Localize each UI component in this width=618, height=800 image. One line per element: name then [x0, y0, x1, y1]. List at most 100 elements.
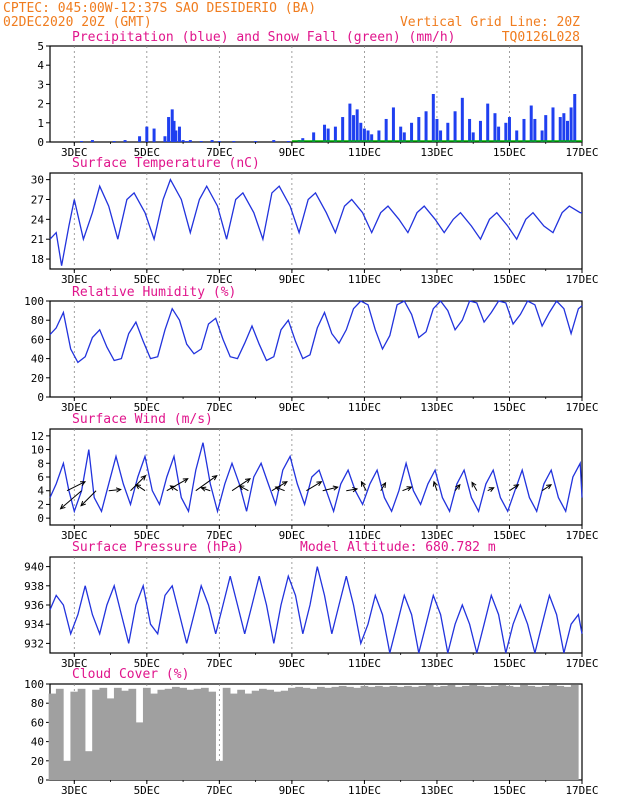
precip-frame — [49, 45, 583, 143]
precip-bar — [573, 94, 577, 142]
cloud-bar — [389, 685, 398, 780]
wind-x-tick-label: 17DEC — [565, 529, 598, 542]
precip-bar — [352, 115, 356, 142]
cloud-y-tick-label: 80 — [31, 697, 44, 710]
precip-bar — [410, 122, 414, 142]
precip-bar — [522, 118, 526, 142]
cloud-bar — [353, 687, 362, 780]
cloud-bar — [498, 684, 507, 780]
wind-x-tick-label: 3DEC — [61, 529, 88, 542]
precip-bar — [417, 117, 421, 142]
temperature-y-tick-label: 30 — [31, 174, 44, 187]
humidity-panel: 3DEC 5DEC 7DEC 9DEC 11DEC 13DEC 15DEC 17DEC 0 20 4… — [24, 295, 598, 414]
wind-x-tick-label: 5DEC — [134, 529, 161, 542]
cloud-bar — [295, 686, 304, 780]
precip-bar — [533, 118, 537, 142]
cloud-bar — [520, 684, 528, 780]
precip-bar — [540, 130, 544, 142]
wind-arrow — [306, 481, 323, 492]
wind-y-tick-label: 10 — [31, 444, 44, 457]
pressure-y-tick-label: 934 — [24, 618, 44, 631]
header-location: CPTEC: 045:00W-12:37S SAO DESIDERIO (BA) — [3, 1, 316, 16]
precip-bar — [312, 132, 316, 142]
cloud-y-tick-label: 40 — [31, 736, 44, 749]
humidity-x-tick-label: 7DEC — [206, 401, 233, 414]
wind-y-tick-label: 4 — [37, 485, 44, 498]
cloud-bar — [244, 693, 253, 780]
precip-bar — [172, 120, 176, 142]
precip-y-tick-label: 0 — [37, 136, 44, 149]
cloud-bar — [55, 688, 64, 780]
precip-bar — [460, 97, 464, 142]
pressure-y-tick-label: 936 — [24, 599, 44, 612]
precip-x-tick-label: 5DEC — [134, 146, 161, 159]
cloud-bar — [534, 686, 543, 780]
wind-y-tick-label: 8 — [37, 457, 44, 470]
temperature-frame — [49, 172, 583, 270]
precip-bar — [217, 141, 221, 142]
cloud-bar — [331, 686, 340, 780]
model-altitude: Model Altitude: 680.782 m — [300, 540, 496, 555]
cloud-x-tick-label: 17DEC — [565, 784, 598, 797]
precip-bar — [170, 109, 174, 142]
cloud-bar — [266, 689, 275, 780]
wind-panel: 3DEC 5DEC 7DEC 9DEC 11DEC 13DEC 15DEC 17DEC 0246… — [31, 428, 599, 542]
cloud-x-tick-label: 3DEC — [61, 784, 88, 797]
humidity-x-tick-label: 9DEC — [279, 401, 306, 414]
wind-frame — [49, 428, 583, 526]
precip-bar — [569, 107, 573, 142]
cloud-bar — [505, 685, 514, 780]
precip-bar — [431, 94, 435, 142]
pressure-x-tick-label: 9DEC — [279, 657, 306, 670]
precip-x-tick-label: 17DEC — [565, 146, 598, 159]
precip-bar — [185, 141, 189, 142]
temperature-y-tick-label: 27 — [31, 193, 44, 206]
cloud-bar — [302, 687, 311, 780]
cloud-bar — [563, 686, 572, 780]
temperature-x-tick-label: 11DEC — [348, 273, 381, 286]
temperature-line — [49, 178, 582, 266]
humidity-y-tick-label: 100 — [24, 295, 44, 308]
wind-arrow — [322, 485, 339, 492]
cloud-bar — [382, 686, 391, 780]
wind-arrow — [509, 484, 520, 492]
cloud-bar — [404, 685, 412, 780]
wind-arrow — [380, 481, 387, 491]
precip-bar — [558, 117, 562, 142]
precip-x-tick-label: 7DEC — [206, 146, 233, 159]
cloud-bar — [447, 684, 456, 780]
pressure-y-tick-label: 932 — [24, 637, 44, 650]
humidity-line — [49, 299, 583, 364]
wind-arrow — [432, 480, 438, 491]
cloud-bar — [346, 686, 354, 780]
pressure-panel: 3DEC 5DEC 7DEC 9DEC 11DEC 13DEC 15DEC 17DEC 932 9… — [24, 556, 599, 670]
precip-bar — [138, 136, 142, 142]
cloud-bar — [483, 686, 492, 780]
cloud-bar — [288, 687, 296, 780]
cloud-bar — [200, 687, 209, 780]
pressure-y-tick-label: 940 — [24, 561, 44, 574]
cloud-y-tick-label: 20 — [31, 755, 44, 768]
temperature-y-tick-label: 24 — [31, 213, 45, 226]
cloud-bar — [396, 686, 405, 780]
pressure-x-tick-label: 5DEC — [134, 657, 161, 670]
wind-arrow — [471, 481, 478, 491]
precip-bar — [446, 122, 450, 142]
cloud-bar — [135, 722, 144, 780]
cloud-y-tick-label: 0 — [37, 774, 44, 787]
wind-x-tick-label: 15DEC — [493, 529, 526, 542]
precip-bar — [435, 118, 439, 142]
cloud-bar — [570, 684, 579, 780]
cloud-bar — [222, 687, 231, 780]
temperature-x-tick-label: 15DEC — [493, 273, 526, 286]
precip-bar — [497, 126, 501, 142]
precip-bar — [323, 124, 327, 142]
precip-bar — [370, 134, 374, 142]
cloud-bar — [84, 751, 93, 780]
precip-y-tick-label: 3 — [37, 78, 44, 91]
cloud-bar — [171, 686, 180, 780]
precip-bar — [348, 103, 352, 142]
cloud-bar — [462, 685, 470, 780]
cloud-bar — [215, 760, 224, 780]
